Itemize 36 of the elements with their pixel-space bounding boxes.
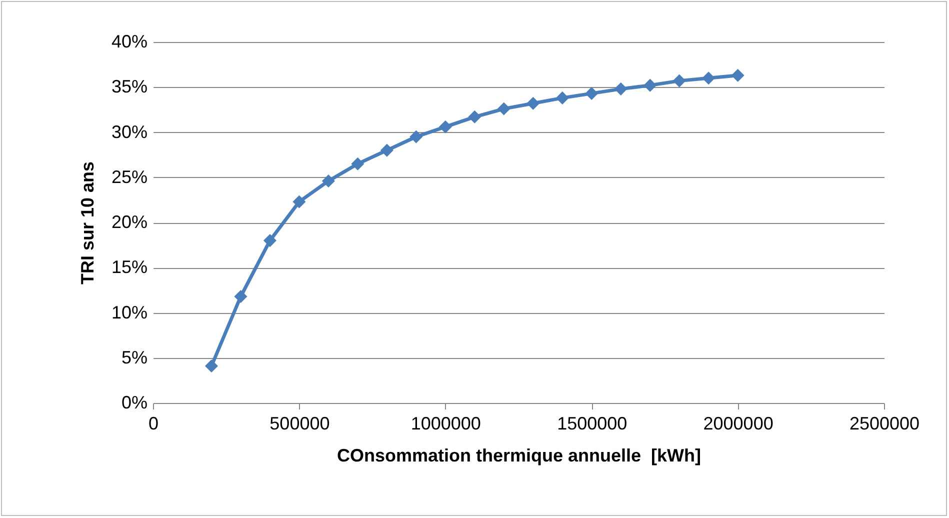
x-tick-label: 2500000: [849, 414, 920, 434]
y-tick-label: 0%: [121, 392, 148, 412]
x-tick-label: 0: [148, 414, 159, 434]
point: [497, 102, 510, 116]
point: [263, 234, 276, 248]
y-tick-label: 35%: [111, 76, 148, 97]
y-tick-label: 10%: [111, 302, 148, 322]
x-tick-label: 500000: [270, 414, 330, 434]
point: [410, 130, 423, 144]
point: [556, 91, 569, 104]
y-tick-label: 25%: [111, 166, 148, 187]
point: [204, 359, 218, 373]
point: [644, 78, 657, 92]
y-tick-label: 40%: [111, 32, 148, 52]
y-tick-label: 5%: [121, 347, 148, 368]
point: [585, 86, 598, 100]
point: [731, 68, 744, 82]
y-tick-label: 20%: [111, 212, 148, 232]
point: [702, 72, 716, 85]
point: [468, 110, 482, 124]
point: [234, 290, 248, 304]
point: [351, 157, 364, 170]
y-axis-title: TRI sur 10 ans: [77, 161, 98, 285]
x-tick-label: 1500000: [557, 414, 628, 434]
point: [526, 96, 540, 110]
x-axis-title: COnsommation thermique annuelle [kWh]: [336, 446, 702, 466]
point: [292, 195, 306, 208]
point: [438, 120, 452, 134]
point: [380, 144, 394, 157]
x-tick-label: 2000000: [703, 414, 774, 434]
y-tick-label: 15%: [111, 257, 148, 278]
y-tick-label: 30%: [111, 122, 148, 142]
point: [672, 74, 686, 88]
x-tick-label: 1000000: [410, 414, 481, 434]
point: [614, 82, 628, 96]
point: [322, 174, 335, 188]
